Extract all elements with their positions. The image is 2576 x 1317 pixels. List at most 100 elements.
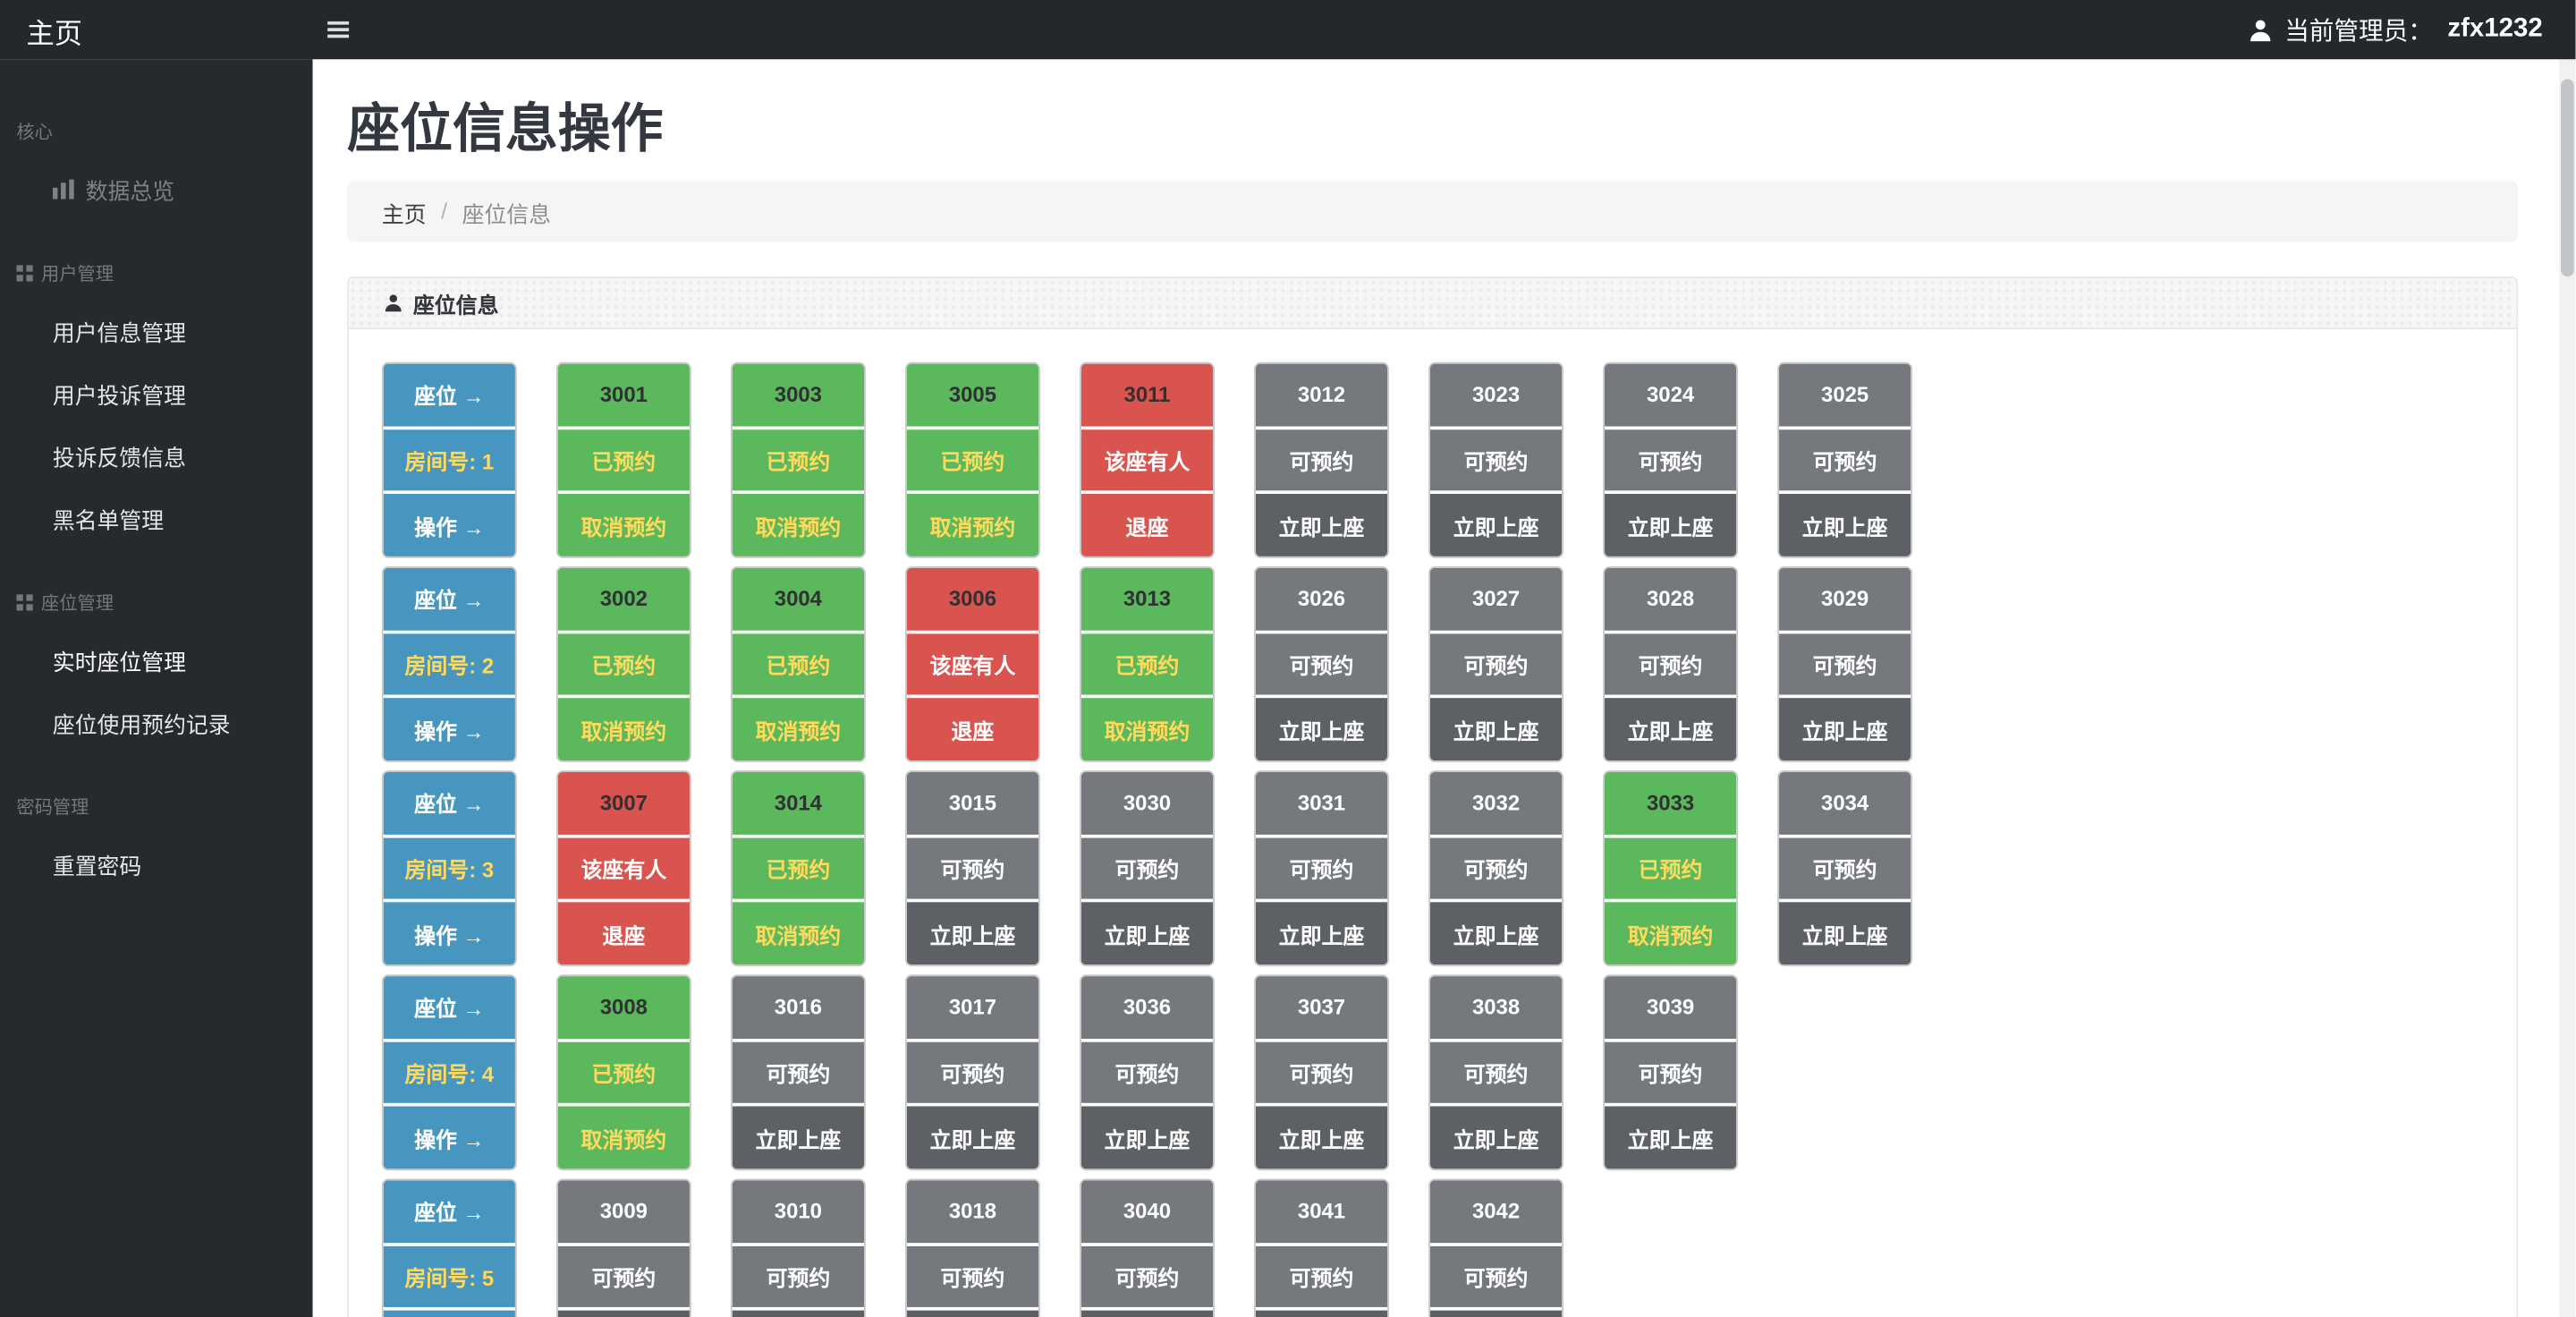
seat-action-button[interactable]: 立即上座 xyxy=(1080,1107,1214,1169)
seat-action-button[interactable]: 退座 xyxy=(906,698,1039,761)
sidebar-item[interactable]: 用户信息管理 xyxy=(0,300,313,362)
seat-row: 座位 →房间号: 5操作 →3009可预约立即上座3010可预约立即上座3018… xyxy=(381,1178,2484,1317)
seat-action-button[interactable]: 立即上座 xyxy=(1605,494,1737,557)
seat-action-button[interactable]: 立即上座 xyxy=(1080,902,1214,965)
grid-icon xyxy=(16,594,33,611)
seat-action-button[interactable]: 退座 xyxy=(1080,494,1214,557)
row-room-number: 房间号: 1 xyxy=(383,429,515,491)
seat-action-button[interactable]: 立即上座 xyxy=(1429,494,1563,557)
sidebar-section: 密码管理 重置密码 xyxy=(0,780,313,896)
breadcrumb: 主页 / 座位信息 xyxy=(347,181,2519,242)
seat-number: 3017 xyxy=(906,976,1039,1039)
seat-action-button[interactable]: 立即上座 xyxy=(1605,1107,1737,1169)
seat-action-button[interactable]: 立即上座 xyxy=(1779,494,1911,557)
seat-card: 3015 可预约 立即上座 xyxy=(905,770,1040,967)
seat-action-button[interactable]: 立即上座 xyxy=(1255,698,1388,761)
seat-action-button[interactable]: 立即上座 xyxy=(1429,1311,1563,1317)
seat-status: 可预约 xyxy=(1080,837,1214,900)
seat-action-button[interactable]: 立即上座 xyxy=(1255,1107,1388,1169)
sidebar-item[interactable]: 数据总览 xyxy=(0,158,313,221)
seat-number: 3028 xyxy=(1605,567,1737,631)
seat-status: 可预约 xyxy=(557,1245,690,1308)
seat-action-button[interactable]: 立即上座 xyxy=(732,1107,864,1169)
sidebar-item-label: 座位使用预约记录 xyxy=(52,712,231,738)
seat-card: 3010可预约立即上座 xyxy=(730,1178,866,1317)
seat-number: 3013 xyxy=(1080,567,1214,631)
seat-action-button[interactable]: 立即上座 xyxy=(906,1311,1039,1317)
main-content: 座位信息操作 主页 / 座位信息 座位信息 座位 → 房间号: 1 操作 → 3001… xyxy=(312,59,2560,1317)
seat-card: 3012 可预约 立即上座 xyxy=(1254,361,1389,558)
seat-action-button[interactable]: 立即上座 xyxy=(1255,494,1388,557)
seat-action-button[interactable]: 取消预约 xyxy=(1080,698,1214,761)
seat-card: 3009可预约立即上座 xyxy=(555,1178,691,1317)
seat-action-button[interactable]: 取消预约 xyxy=(732,698,864,761)
seat-status: 已预约 xyxy=(906,429,1039,491)
hamburger-icon[interactable] xyxy=(327,21,351,38)
seat-number: 3023 xyxy=(1429,363,1563,426)
row-action-label: 操作 → xyxy=(383,902,515,965)
seat-status: 可预约 xyxy=(1255,633,1388,696)
sidebar-item[interactable]: 座位使用预约记录 xyxy=(0,692,313,754)
seat-action-button[interactable]: 立即上座 xyxy=(1605,698,1737,761)
breadcrumb-home-link[interactable]: 主页 xyxy=(381,201,427,226)
seat-status: 可预约 xyxy=(1605,429,1737,491)
seat-action-button[interactable]: 立即上座 xyxy=(1429,1107,1563,1169)
seat-status: 可预约 xyxy=(1080,1245,1214,1308)
seat-action-button[interactable]: 立即上座 xyxy=(732,1311,864,1317)
sidebar-item[interactable]: 重置密码 xyxy=(0,833,313,896)
seat-number: 3038 xyxy=(1429,976,1563,1039)
seat-action-button[interactable]: 立即上座 xyxy=(906,1107,1039,1169)
seat-card: 3003 已预约 取消预约 xyxy=(730,361,866,558)
seat-action-button[interactable]: 立即上座 xyxy=(1779,902,1911,965)
sidebar-section: 座位管理 实时座位管理 座位使用预约记录 xyxy=(0,576,313,754)
seat-action-button[interactable]: 取消预约 xyxy=(1605,902,1737,965)
seat-card: 3039 可预约 立即上座 xyxy=(1603,974,1739,1171)
seat-number: 3009 xyxy=(557,1180,690,1243)
seat-action-button[interactable]: 立即上座 xyxy=(557,1311,690,1317)
seat-card: 3026 可预约 立即上座 xyxy=(1254,565,1389,762)
seat-status: 可预约 xyxy=(1255,837,1388,900)
seat-action-button[interactable]: 立即上座 xyxy=(906,902,1039,965)
seat-card: 3030 可预约 立即上座 xyxy=(1080,770,1215,967)
seat-action-button[interactable]: 取消预约 xyxy=(557,1107,690,1169)
grid-icon xyxy=(16,265,33,282)
seat-row: 座位 → 房间号: 4 操作 → 3008 已预约 取消预约 3016 可预约 立即上座 3017… xyxy=(381,974,2484,1171)
seat-action-button[interactable]: 退座 xyxy=(557,902,690,965)
sidebar-item[interactable]: 黑名单管理 xyxy=(0,488,313,550)
seat-card: 3007 该座有人 退座 xyxy=(555,770,691,967)
seat-status: 可预约 xyxy=(1429,1245,1563,1308)
row-action-label: 操作 → xyxy=(383,1311,515,1317)
seat-action-button[interactable]: 立即上座 xyxy=(1779,698,1911,761)
sidebar-section-label: 用户管理 xyxy=(41,265,114,285)
sidebar-item[interactable]: 实时座位管理 xyxy=(0,629,313,692)
seat-card: 3008 已预约 取消预约 xyxy=(555,974,691,1171)
seat-action-button[interactable]: 立即上座 xyxy=(1429,698,1563,761)
seat-action-button[interactable]: 立即上座 xyxy=(1255,1311,1388,1317)
seat-status: 可预约 xyxy=(1429,633,1563,696)
seat-action-button[interactable]: 立即上座 xyxy=(1080,1311,1214,1317)
seat-action-button[interactable]: 取消预约 xyxy=(732,494,864,557)
seat-grid: 座位 → 房间号: 1 操作 → 3001 已预约 取消预约 3003 已预约 取消预约 3005… xyxy=(349,329,2516,1317)
seat-action-button[interactable]: 取消预约 xyxy=(557,494,690,557)
sidebar-item[interactable]: 投诉反馈信息 xyxy=(0,425,313,488)
sidebar-item[interactable]: 用户投诉管理 xyxy=(0,362,313,425)
row-header-card: 座位 → 房间号: 1 操作 → xyxy=(381,361,517,558)
seat-number: 3024 xyxy=(1605,363,1737,426)
seat-action-button[interactable]: 立即上座 xyxy=(1429,902,1563,965)
seat-card: 3029 可预约 立即上座 xyxy=(1777,565,1913,762)
seat-action-button[interactable]: 取消预约 xyxy=(732,902,864,965)
seat-action-button[interactable]: 取消预约 xyxy=(906,494,1039,557)
brand-home-link[interactable]: 主页 xyxy=(26,17,82,49)
scrollbar[interactable] xyxy=(2559,59,2576,1317)
seat-action-button[interactable]: 取消预约 xyxy=(557,698,690,761)
scrollbar-thumb[interactable] xyxy=(2561,79,2574,277)
row-header-card: 座位 → 房间号: 3 操作 → xyxy=(381,770,517,967)
seat-status: 可预约 xyxy=(1779,429,1911,491)
user-icon xyxy=(2249,17,2274,42)
row-action-label: 操作 → xyxy=(383,698,515,761)
row-header-card: 座位 → 房间号: 4 操作 → xyxy=(381,974,517,1171)
seat-status: 可预约 xyxy=(1605,1041,1737,1104)
breadcrumb-current: 座位信息 xyxy=(462,201,551,226)
seat-action-button[interactable]: 立即上座 xyxy=(1255,902,1388,965)
row-action-label: 操作 → xyxy=(383,494,515,557)
